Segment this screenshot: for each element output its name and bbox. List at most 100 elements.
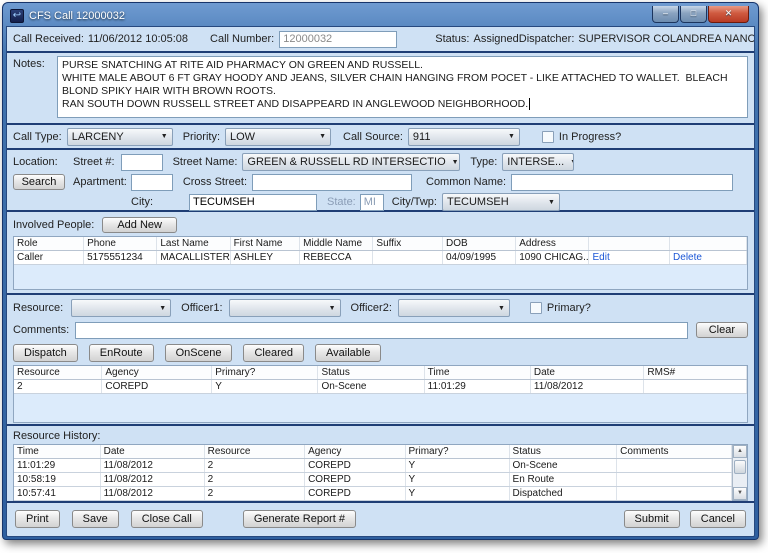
cell-date: 11/08/2012 [530, 379, 645, 394]
call-type-label: Call Type: [13, 130, 62, 143]
cell-agency: COREPD [101, 379, 213, 394]
cell-primary: Y [211, 379, 319, 394]
call-received-value: 11/06/2012 10:05:08 [87, 33, 189, 45]
col-role: Role [14, 237, 85, 251]
resource-section: Resource: ▼ Officer1: ▼ Officer2: ▼ Prim… [7, 295, 754, 426]
street-number-label: Street #: [73, 156, 115, 168]
comments-label: Comments: [13, 324, 70, 336]
col-time: Time [14, 445, 101, 459]
cross-street-label: Cross Street: [182, 176, 247, 188]
call-type-dropdown[interactable]: LARCENY ▼ [66, 127, 173, 146]
maximize-icon[interactable]: □ [680, 5, 707, 23]
call-number-label: Call Number: [210, 33, 275, 45]
scroll-down-icon[interactable]: ▼ [733, 487, 747, 500]
resource-label: Resource: [13, 302, 64, 314]
notes-textarea[interactable]: PURSE SNATCHING AT RITE AID PHARMACY ON … [57, 56, 748, 118]
involved-person-row: Caller 5175551234 MACALLISTER ASHLEY REB… [14, 250, 747, 265]
footer-section: Print Save Close Call Generate Report # … [7, 503, 754, 534]
comments-input[interactable] [75, 321, 688, 339]
cell-rms [643, 379, 747, 394]
col-phone: Phone [83, 237, 158, 251]
call-source-dropdown[interactable]: 911 ▼ [407, 127, 520, 146]
scroll-up-icon[interactable]: ▲ [733, 445, 747, 458]
cancel-button[interactable]: Cancel [689, 509, 746, 528]
col-address: Address [515, 237, 590, 251]
col-edit [588, 237, 671, 251]
common-name-input[interactable] [511, 173, 734, 191]
history-scrollbar[interactable]: ▲ ▼ [732, 445, 747, 500]
priority-dropdown[interactable]: LOW ▼ [225, 127, 331, 146]
state-label: State: [327, 196, 356, 208]
call-header-section: Call Received: 11/06/2012 10:05:08 Call … [7, 27, 754, 53]
chevron-down-icon: ▼ [548, 198, 555, 206]
common-name-label: Common Name: [426, 176, 507, 188]
primary-checkbox[interactable] [529, 302, 542, 314]
in-progress-label: In Progress? [558, 130, 622, 143]
col-comments: Comments [616, 445, 732, 459]
close-icon[interactable]: ✕ [708, 5, 749, 23]
priority-value: LOW [230, 130, 256, 143]
chevron-down-icon: ▼ [507, 133, 515, 140]
involved-people-grid: Role Phone Last Name First Name Middle N… [13, 236, 748, 290]
city-input[interactable] [189, 193, 317, 211]
col-rms: RMS# [643, 366, 747, 380]
onscene-button[interactable]: OnScene [164, 344, 233, 362]
cell-time: 11:01:29 [424, 379, 531, 394]
window-title: CFS Call 12000032 [29, 10, 126, 22]
resource-dropdown[interactable]: ▼ [71, 299, 172, 317]
generate-report-button[interactable]: Generate Report # [242, 509, 356, 528]
location-type-dropdown[interactable]: INTERSE... ▼ [502, 153, 575, 171]
call-received-label: Call Received: [13, 33, 84, 45]
dispatch-button[interactable]: Dispatch [13, 344, 78, 362]
notes-label: Notes: [13, 58, 45, 70]
history-row: 10:57:41 11/08/2012 2 COREPD Y Dispatche… [14, 486, 732, 501]
col-time: Time [424, 366, 531, 380]
col-primary: Primary? [211, 366, 319, 380]
call-number-input[interactable] [279, 30, 398, 48]
print-button[interactable]: Print [15, 509, 60, 528]
col-date: Date [100, 445, 205, 459]
col-suffix: Suffix [372, 237, 443, 251]
cross-street-input[interactable] [252, 173, 412, 191]
cell-middle-name: REBECCA [299, 250, 374, 265]
officer2-dropdown[interactable]: ▼ [397, 299, 510, 317]
app-icon: ↩ [10, 9, 24, 23]
primary-label: Primary? [546, 302, 591, 314]
scroll-thumb[interactable] [734, 460, 746, 474]
clear-button[interactable]: Clear [695, 322, 748, 338]
in-progress-checkbox[interactable] [541, 130, 554, 143]
history-row: 11:01:29 11/08/2012 2 COREPD Y On-Scene [14, 458, 732, 473]
street-name-dropdown[interactable]: GREEN & RUSSELL RD INTERSECTIO ▼ [242, 153, 461, 171]
save-button[interactable]: Save [71, 509, 119, 528]
priority-label: Priority: [182, 130, 220, 143]
citytwp-dropdown[interactable]: TECUMSEH ▼ [441, 193, 560, 211]
delete-link[interactable]: Delete [673, 252, 702, 263]
col-middle-name: Middle Name [299, 237, 374, 251]
chevron-down-icon: ▼ [570, 159, 573, 166]
state-input[interactable] [359, 193, 384, 211]
cell-dob: 04/09/1995 [442, 250, 517, 265]
col-delete [669, 237, 747, 251]
call-type-section: Call Type: LARCENY ▼ Priority: LOW ▼ Cal… [7, 125, 754, 150]
close-call-button[interactable]: Close Call [130, 509, 203, 528]
available-button[interactable]: Available [315, 344, 382, 362]
add-new-button[interactable]: Add New [102, 217, 177, 233]
enroute-button[interactable]: EnRoute [88, 344, 154, 362]
location-label: Location: [13, 156, 58, 168]
search-button[interactable]: Search [13, 174, 65, 190]
officer2-label: Officer2: [350, 302, 392, 314]
minimize-icon[interactable]: – [652, 5, 679, 23]
titlebar[interactable]: ↩ CFS Call 12000032 – □ ✕ [6, 5, 755, 26]
location-section: Location: Street #: Street Name: GREEN &… [7, 150, 754, 212]
history-header-row: Time Date Resource Agency Primary? Statu… [14, 445, 732, 459]
apartment-input[interactable] [130, 173, 173, 191]
edit-link[interactable]: Edit [592, 252, 610, 263]
col-dob: DOB [442, 237, 517, 251]
officer1-dropdown[interactable]: ▼ [228, 299, 341, 317]
cell-last-name: MACALLISTER [156, 250, 231, 265]
involved-people-section: Involved People: Add New Role Phone Last… [7, 212, 754, 295]
street-number-input[interactable] [120, 153, 163, 171]
submit-button[interactable]: Submit [623, 509, 680, 528]
scroll-track [733, 476, 747, 487]
cleared-button[interactable]: Cleared [243, 344, 305, 362]
